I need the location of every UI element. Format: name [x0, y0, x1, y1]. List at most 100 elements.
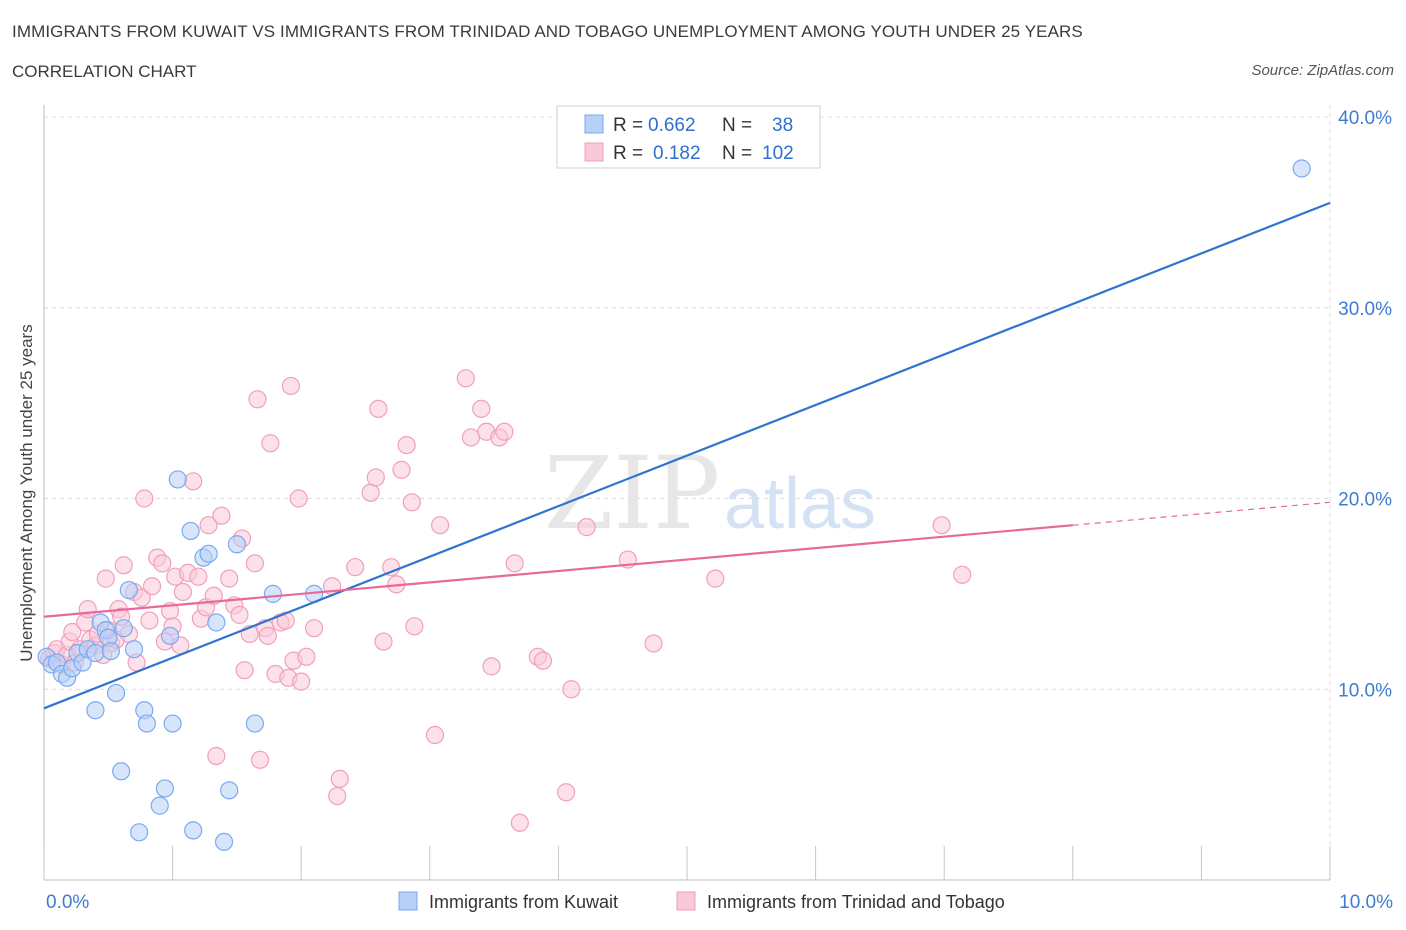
point-trinidad [292, 672, 311, 691]
point-trinidad [189, 567, 208, 586]
point-kuwait [112, 762, 131, 781]
point-kuwait [155, 779, 174, 798]
legend-swatch-kuwait [398, 891, 418, 911]
point-kuwait [227, 535, 246, 554]
point-trinidad [505, 554, 524, 573]
point-kuwait [214, 832, 234, 851]
point-trinidad [199, 516, 218, 535]
point-trinidad [184, 472, 203, 491]
point-trinidad [346, 558, 365, 577]
point-trinidad [510, 813, 529, 832]
point-kuwait [207, 613, 226, 632]
point-trinidad [472, 399, 491, 418]
point-kuwait [168, 470, 187, 489]
point-kuwait [163, 714, 182, 733]
chart-subtitle: CORRELATION CHART [12, 62, 197, 81]
y-tick-label: 30.0% [1338, 299, 1392, 320]
trend-lines [43, 201, 1331, 710]
point-kuwait [150, 796, 169, 815]
point-trinidad [577, 518, 596, 537]
point-kuwait [86, 701, 105, 720]
point-trinidad [361, 483, 380, 502]
point-trinidad [456, 369, 475, 388]
point-trinidad [245, 554, 265, 573]
point-trinidad [281, 376, 301, 396]
point-trinidad [402, 493, 421, 512]
stats-legend-swatch-trinidad [584, 142, 604, 162]
point-trinidad [173, 582, 192, 602]
stats-n-label-kuwait: N = [722, 115, 752, 136]
point-trinidad [212, 506, 231, 525]
point-trinidad [207, 746, 226, 766]
point-trinidad [153, 554, 172, 573]
point-trinidad [297, 647, 316, 666]
point-trinidad [250, 750, 270, 769]
bottom-legend: Immigrants from Kuwait Immigrants from T… [398, 891, 1005, 912]
x-tick-labels: 0.0% 10.0% [46, 892, 1393, 913]
stats-r-label-kuwait: R = [613, 115, 643, 136]
point-trinidad [140, 611, 159, 630]
point-trinidad [430, 516, 450, 535]
x-tick-label: 10.0% [1339, 892, 1393, 913]
y-tick-label: 10.0% [1338, 680, 1392, 701]
point-trinidad [366, 468, 385, 487]
trend-line-trinidad [43, 524, 1073, 618]
point-kuwait [119, 580, 138, 600]
point-trinidad [261, 434, 280, 453]
point-trinidad [304, 619, 324, 638]
watermark-atlas: atlas [724, 464, 876, 544]
y-tick-label: 20.0% [1338, 490, 1392, 511]
stats-r-label-trinidad: R = [613, 143, 643, 164]
point-kuwait [263, 584, 283, 603]
point-trinidad [374, 632, 393, 651]
y-axis-label: Unemployment Among Youth under 25 years [17, 324, 36, 661]
point-kuwait [199, 544, 218, 563]
point-kuwait [130, 823, 149, 842]
chart-source: Source: ZipAtlas.com [1251, 62, 1394, 79]
point-trinidad [482, 657, 501, 676]
point-trinidad [78, 600, 97, 619]
point-kuwait [124, 640, 144, 659]
point-trinidad [114, 556, 133, 575]
trend-line-kuwait [43, 201, 1331, 710]
y-tick-labels: 10.0% 20.0% 30.0% 40.0% [1338, 108, 1392, 701]
point-trinidad [248, 390, 267, 409]
point-kuwait [114, 619, 133, 638]
stats-n-value-kuwait: 38 [772, 115, 793, 136]
point-trinidad [706, 569, 725, 588]
point-trinidad [382, 558, 401, 577]
point-kuwait [137, 714, 156, 733]
point-trinidad [135, 489, 154, 508]
point-trinidad [405, 617, 424, 636]
point-kuwait [106, 683, 126, 703]
data-points [37, 159, 1311, 851]
point-trinidad [63, 622, 82, 642]
point-trinidad [96, 569, 115, 588]
point-trinidad [276, 611, 295, 630]
x-tick-label: 0.0% [46, 892, 89, 913]
point-trinidad [533, 651, 553, 670]
point-trinidad [330, 769, 349, 789]
point-trinidad [289, 489, 308, 508]
stats-r-value-kuwait: 0.662 [648, 115, 696, 136]
point-kuwait [220, 781, 239, 800]
point-trinidad [557, 783, 576, 802]
point-trinidad [392, 460, 411, 479]
point-trinidad [461, 428, 481, 447]
point-kuwait [86, 643, 105, 663]
stats-legend-swatch-kuwait [584, 114, 604, 134]
point-trinidad [220, 569, 239, 588]
legend-swatch-trinidad [676, 891, 696, 911]
axes [43, 105, 1331, 881]
point-trinidad [369, 399, 388, 418]
point-trinidad [235, 661, 254, 680]
point-trinidad [495, 422, 514, 441]
watermark: ZIP atlas [544, 435, 876, 552]
stats-r-value-trinidad: 0.182 [653, 143, 701, 164]
point-kuwait [181, 521, 200, 541]
point-trinidad [328, 786, 347, 806]
legend-label-kuwait: Immigrants from Kuwait [429, 892, 618, 912]
stats-n-value-trinidad: 102 [762, 143, 794, 164]
y-tick-label: 40.0% [1338, 108, 1392, 129]
